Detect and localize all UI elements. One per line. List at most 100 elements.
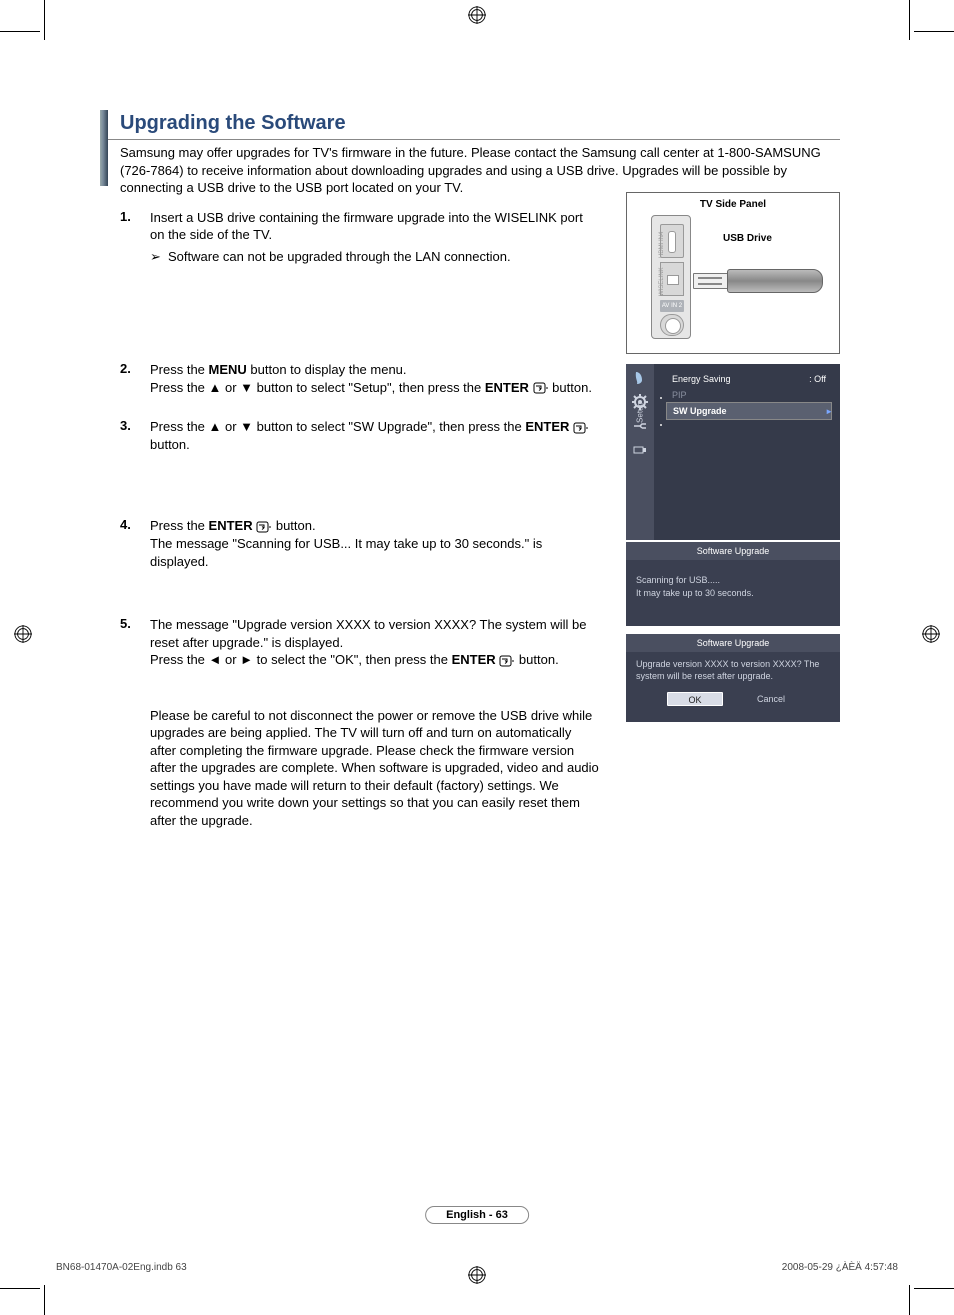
text: button. xyxy=(276,518,316,533)
page-content: Upgrading the Software Samsung may offer… xyxy=(100,110,840,838)
gear-icon xyxy=(632,394,648,410)
tv-side-panel-figure: TV Side Panel HDMI IN4 WISELINK AV IN 2 … xyxy=(626,192,840,354)
step-note: ➢ Software can not be upgraded through t… xyxy=(150,248,600,266)
note-text: Software can not be upgraded through the… xyxy=(168,248,511,266)
step-number: 2. xyxy=(120,361,150,396)
step-4: 4. Press the ENTER button. The message "… xyxy=(120,517,600,570)
registration-mark-icon xyxy=(468,1266,486,1284)
dialog-buttons: OK Cancel xyxy=(626,688,840,710)
enter-icon xyxy=(256,521,272,533)
enter-icon xyxy=(499,655,515,667)
step-body: Insert a USB drive containing the firmwa… xyxy=(150,209,600,266)
note-arrow-icon: ➢ xyxy=(150,248,168,266)
registration-mark-icon xyxy=(468,6,486,24)
step-number: 5. xyxy=(120,616,150,669)
text: button. xyxy=(150,437,190,452)
text: button. xyxy=(519,652,559,667)
enter-icon xyxy=(573,422,589,434)
plug-icon xyxy=(632,418,648,434)
title-accent xyxy=(100,110,108,139)
picture-icon xyxy=(632,370,648,386)
crop-mark xyxy=(909,1285,910,1315)
menu-item-label: PIP xyxy=(672,390,687,400)
menu-label: MENU xyxy=(209,362,247,377)
usb-icon xyxy=(632,442,648,458)
setup-menu-figure: Setup Energy Saving : Off PIP SW Upgrade… xyxy=(626,364,840,540)
footer-right: 2008-05-29 ¿ÀÈÄ 4:57:48 xyxy=(782,1262,898,1273)
step-text: Insert a USB drive containing the firmwa… xyxy=(150,210,583,243)
dialog-title: Software Upgrade xyxy=(626,634,840,652)
av-port-icon xyxy=(660,314,684,336)
final-paragraph: Please be careful to not disconnect the … xyxy=(120,707,600,830)
footer-left: BN68-01470A-02Eng.indb 63 xyxy=(56,1262,187,1273)
menu-row-sw-upgrade: SW Upgrade ► xyxy=(666,402,832,420)
dialog-line: Scanning for USB..... xyxy=(636,574,830,587)
step-number-empty xyxy=(120,707,150,830)
step-2: 2. Press the MENU button to display the … xyxy=(120,361,600,396)
text: Press the ◄ or ► to select the "OK", the… xyxy=(150,652,452,667)
chevron-right-icon: ► xyxy=(825,407,833,416)
av-in-label: AV IN 2 xyxy=(660,300,684,312)
ok-button[interactable]: OK xyxy=(667,692,723,706)
text: The message "Scanning for USB... It may … xyxy=(150,536,542,569)
cancel-button[interactable]: Cancel xyxy=(743,692,799,706)
dialog-title: Software Upgrade xyxy=(626,542,840,560)
step-body: Press the ENTER button. The message "Sca… xyxy=(150,517,600,570)
enter-label: ENTER xyxy=(452,652,496,667)
section-title: Upgrading the Software xyxy=(120,110,346,139)
crop-mark xyxy=(0,31,40,32)
hdmi-label: HDMI IN4 xyxy=(659,232,665,258)
step-body: Press the MENU button to display the men… xyxy=(150,361,592,396)
menu-divider-dot xyxy=(660,424,662,426)
enter-label: ENTER xyxy=(485,380,529,395)
crop-mark xyxy=(44,1285,45,1315)
registration-mark-icon xyxy=(922,625,940,643)
section-title-bar: Upgrading the Software xyxy=(100,110,840,140)
text: button. xyxy=(552,380,592,395)
step-number: 1. xyxy=(120,209,150,266)
tv-side-body: HDMI IN4 WISELINK AV IN 2 xyxy=(651,215,691,339)
final-text: Please be careful to not disconnect the … xyxy=(150,707,600,830)
usb-drive-icon xyxy=(693,269,823,293)
figure-title: TV Side Panel xyxy=(627,199,839,210)
step-body: Press the ▲ or ▼ button to select "SW Up… xyxy=(150,418,600,453)
dialog-line: It may take up to 30 seconds. xyxy=(636,587,830,600)
enter-label: ENTER xyxy=(525,419,569,434)
text: Press the xyxy=(150,518,209,533)
step-3: 3. Press the ▲ or ▼ button to select "SW… xyxy=(120,418,600,453)
steps-list: 1. Insert a USB drive containing the fir… xyxy=(120,209,600,830)
registration-mark-icon xyxy=(14,625,32,643)
text: Press the ▲ or ▼ button to select "Setup… xyxy=(150,380,485,395)
crop-mark xyxy=(909,0,910,40)
text: Press the xyxy=(150,362,209,377)
text: button to display the menu. xyxy=(247,362,407,377)
dialog-body: Scanning for USB..... It may take up to … xyxy=(626,560,840,613)
step-body: The message "Upgrade version XXXX to ver… xyxy=(150,616,600,669)
intro-paragraph: Samsung may offer upgrades for TV's firm… xyxy=(120,144,840,197)
crop-mark xyxy=(44,0,45,40)
step-number: 4. xyxy=(120,517,150,570)
menu-sidebar: Setup xyxy=(626,364,654,540)
text: The message "Upgrade version XXXX to ver… xyxy=(150,617,586,650)
usb-drive-label: USB Drive xyxy=(723,233,772,244)
enter-label: ENTER xyxy=(209,518,253,533)
crop-mark xyxy=(0,1288,40,1289)
scanning-dialog-figure: Software Upgrade Scanning for USB..... I… xyxy=(626,542,840,626)
step-1: 1. Insert a USB drive containing the fir… xyxy=(120,209,600,266)
enter-icon xyxy=(533,382,549,394)
usb-body xyxy=(727,269,823,293)
step-number: 3. xyxy=(120,418,150,453)
title-accent-extension xyxy=(100,138,108,186)
crop-mark xyxy=(914,31,954,32)
menu-divider-dot xyxy=(660,397,662,399)
crop-mark xyxy=(914,1288,954,1289)
dialog-message: Upgrade version XXXX to version XXXX? Th… xyxy=(626,652,840,688)
menu-item-label: Energy Saving xyxy=(672,374,731,384)
step-5: 5. The message "Upgrade version XXXX to … xyxy=(120,616,600,669)
text: Press the ▲ or ▼ button to select "SW Up… xyxy=(150,419,525,434)
wiselink-label: WISELINK xyxy=(659,267,665,296)
usb-plug xyxy=(693,273,729,289)
page-number: English - 63 xyxy=(425,1206,529,1224)
menu-item-value: : Off xyxy=(809,374,826,384)
confirm-dialog-figure: Software Upgrade Upgrade version XXXX to… xyxy=(626,634,840,722)
